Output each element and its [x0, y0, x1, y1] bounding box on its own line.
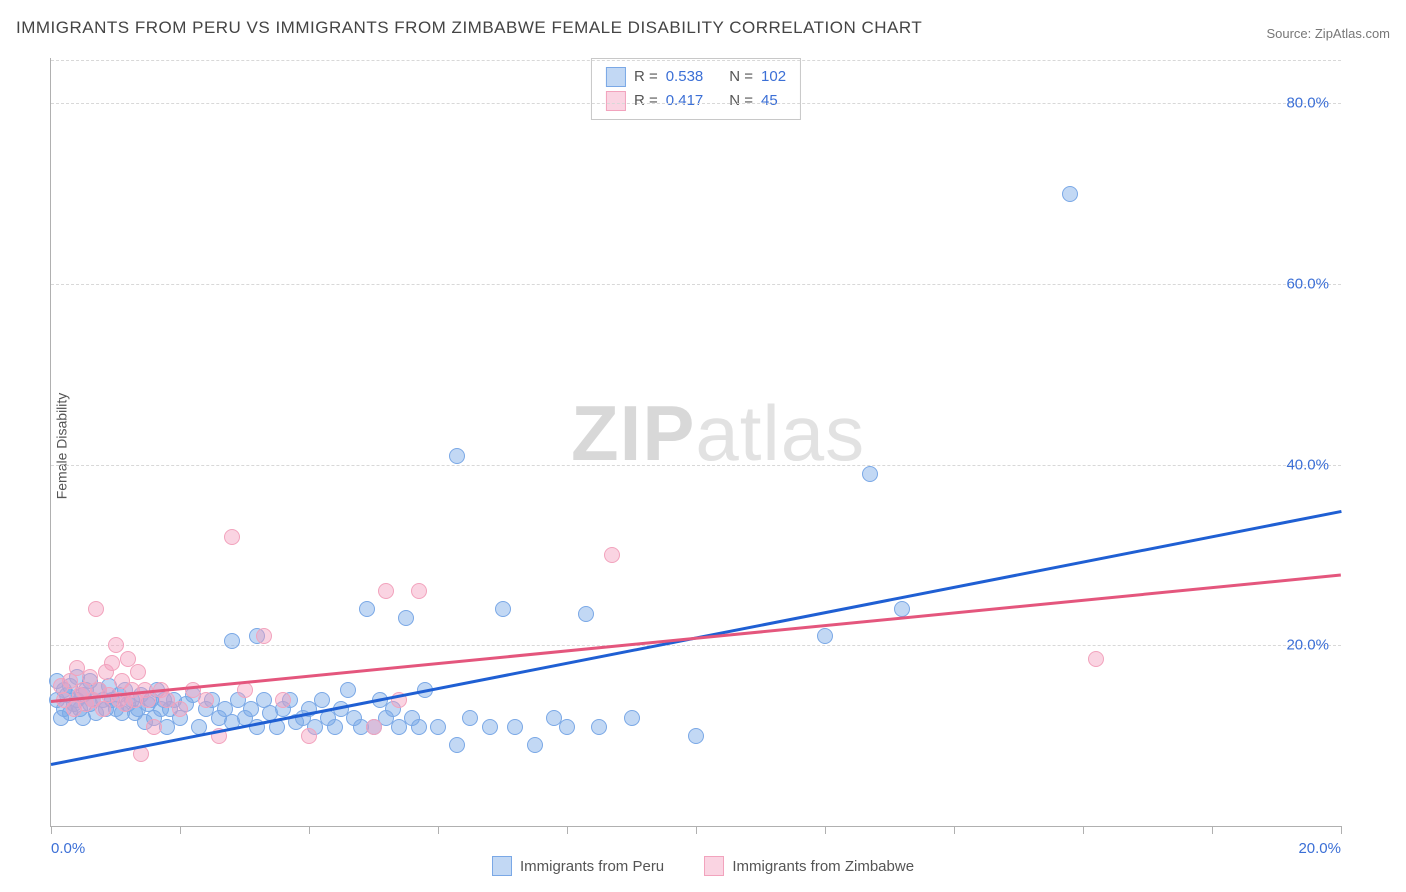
- scatter-point: [862, 466, 878, 482]
- scatter-point: [108, 637, 124, 653]
- x-tick-label: 0.0%: [51, 840, 85, 857]
- scatter-point: [88, 601, 104, 617]
- scatter-point: [559, 719, 575, 735]
- scatter-point: [482, 719, 498, 735]
- scatter-point: [340, 682, 356, 698]
- gridline: [51, 645, 1341, 646]
- scatter-point: [327, 719, 343, 735]
- y-tick-label: 60.0%: [1286, 275, 1329, 292]
- scatter-point: [688, 728, 704, 744]
- scatter-point: [462, 710, 478, 726]
- r-label-0: R =: [634, 65, 658, 89]
- legend-swatch-peru: [492, 856, 512, 876]
- scatter-point: [449, 737, 465, 753]
- x-tick: [309, 826, 310, 834]
- stats-row-peru: R = 0.538 N = 102: [606, 65, 786, 89]
- scatter-point: [104, 655, 120, 671]
- legend-label-peru: Immigrants from Peru: [520, 858, 664, 875]
- scatter-point: [146, 719, 162, 735]
- x-tick: [1341, 826, 1342, 834]
- n-value-1: 45: [761, 89, 778, 113]
- stats-legend-box: R = 0.538 N = 102 R = 0.417 N = 45: [591, 58, 801, 120]
- n-label-1: N =: [729, 89, 753, 113]
- scatter-point: [1088, 651, 1104, 667]
- scatter-point: [398, 610, 414, 626]
- x-tick: [1212, 826, 1213, 834]
- scatter-point: [130, 664, 146, 680]
- scatter-point: [314, 692, 330, 708]
- chart-title: IMMIGRANTS FROM PERU VS IMMIGRANTS FROM …: [16, 18, 922, 38]
- scatter-point: [578, 606, 594, 622]
- scatter-point: [224, 529, 240, 545]
- swatch-peru: [606, 67, 626, 87]
- trend-line: [51, 573, 1341, 702]
- x-tick: [180, 826, 181, 834]
- y-tick-label: 40.0%: [1286, 456, 1329, 473]
- scatter-point: [604, 547, 620, 563]
- y-tick-label: 20.0%: [1286, 637, 1329, 654]
- x-tick: [1083, 826, 1084, 834]
- n-label-0: N =: [729, 65, 753, 89]
- scatter-point: [449, 448, 465, 464]
- scatter-point: [256, 628, 272, 644]
- legend-swatch-zimbabwe: [704, 856, 724, 876]
- scatter-point: [495, 601, 511, 617]
- scatter-point: [378, 583, 394, 599]
- legend-item-peru: Immigrants from Peru: [492, 856, 664, 876]
- bottom-legend: Immigrants from Peru Immigrants from Zim…: [0, 856, 1406, 880]
- r-value-0: 0.538: [666, 65, 704, 89]
- scatter-point: [1062, 186, 1078, 202]
- x-tick: [51, 826, 52, 834]
- n-value-0: 102: [761, 65, 786, 89]
- scatter-point: [507, 719, 523, 735]
- scatter-point: [430, 719, 446, 735]
- x-tick: [954, 826, 955, 834]
- swatch-zimbabwe: [606, 91, 626, 111]
- scatter-point: [301, 728, 317, 744]
- scatter-point: [359, 601, 375, 617]
- x-tick-label: 20.0%: [1298, 840, 1341, 857]
- plot-area: ZIPatlas R = 0.538 N = 102 R = 0.417 N =…: [50, 58, 1341, 827]
- legend-label-zimbabwe: Immigrants from Zimbabwe: [732, 858, 914, 875]
- legend-item-zimbabwe: Immigrants from Zimbabwe: [704, 856, 914, 876]
- scatter-point: [172, 701, 188, 717]
- x-tick: [825, 826, 826, 834]
- scatter-point: [224, 633, 240, 649]
- gridline: [51, 465, 1341, 466]
- r-value-1: 0.417: [666, 89, 704, 113]
- scatter-point: [275, 692, 291, 708]
- scatter-point: [411, 719, 427, 735]
- scatter-point: [237, 682, 253, 698]
- scatter-point: [366, 719, 382, 735]
- scatter-point: [591, 719, 607, 735]
- scatter-point: [411, 583, 427, 599]
- x-tick: [567, 826, 568, 834]
- r-label-1: R =: [634, 89, 658, 113]
- gridline: [51, 60, 1341, 61]
- scatter-point: [527, 737, 543, 753]
- source-label: Source: ZipAtlas.com: [1266, 26, 1390, 41]
- stats-row-zimbabwe: R = 0.417 N = 45: [606, 89, 786, 113]
- y-tick-label: 80.0%: [1286, 95, 1329, 112]
- x-tick: [696, 826, 697, 834]
- gridline: [51, 103, 1341, 104]
- scatter-point: [198, 692, 214, 708]
- x-tick: [438, 826, 439, 834]
- scatter-point: [894, 601, 910, 617]
- gridline: [51, 284, 1341, 285]
- scatter-point: [624, 710, 640, 726]
- scatter-point: [817, 628, 833, 644]
